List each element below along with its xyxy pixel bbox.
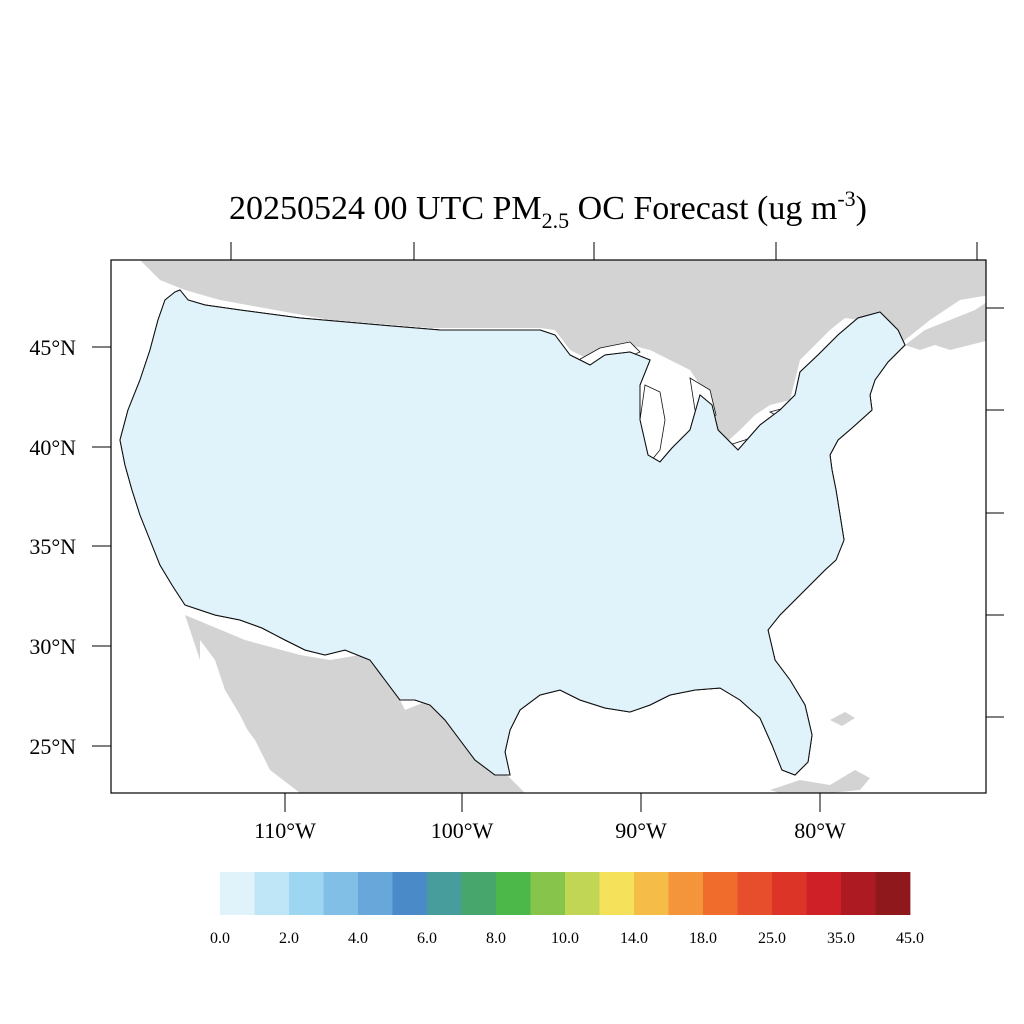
colorbar-swatch <box>427 872 462 915</box>
colorbar-swatch <box>358 872 393 915</box>
colorbar-swatch <box>392 872 428 915</box>
colorbar-label: 8.0 <box>486 930 506 947</box>
colorbar-swatch <box>737 872 773 915</box>
lon-label-80w: 80°W <box>794 818 846 843</box>
colorbar-swatch <box>254 872 290 915</box>
mexico-land <box>185 615 525 793</box>
colorbar-label: 4.0 <box>348 930 368 947</box>
lat-label-25: 25°N <box>29 734 76 759</box>
colorbar <box>220 872 911 915</box>
map-panel <box>111 260 986 793</box>
lat-axis: 45°N 40°N 35°N 30°N 25°N <box>29 335 111 759</box>
gulf-of-california <box>200 640 262 793</box>
colorbar-swatch <box>772 872 807 915</box>
maritimes-land <box>905 302 986 350</box>
colorbar-swatch <box>496 872 531 915</box>
canada-land <box>140 260 986 448</box>
cuba-land <box>770 770 870 793</box>
colorbar-swatch <box>323 872 359 915</box>
map-frame <box>110 259 987 794</box>
newfoundland-land <box>930 270 986 300</box>
colorbar-label: 10.0 <box>551 930 579 947</box>
colorbar-swatch <box>530 872 566 915</box>
lon-axis: 110°W 100°W 90°W 80°W <box>254 793 846 843</box>
colorbar-swatch <box>220 872 255 915</box>
colorbar-swatch <box>565 872 600 915</box>
colorbar-label: 18.0 <box>689 930 717 947</box>
colorbar-swatch <box>841 872 876 915</box>
colorbar-label: 0.0 <box>210 930 230 947</box>
colorbar-labels: 0.0 2.0 4.0 6.0 8.0 10.0 14.0 18.0 25.0 35.0 45.0 <box>210 930 924 947</box>
lon-label-90w: 90°W <box>615 818 667 843</box>
colorbar-label: 2.0 <box>279 930 299 947</box>
top-ticks <box>230 242 978 260</box>
colorbar-label: 6.0 <box>417 930 437 947</box>
colorbar-swatch <box>461 872 497 915</box>
lat-label-35: 35°N <box>29 534 76 559</box>
colorbar-swatch <box>634 872 669 915</box>
colorbar-swatch <box>289 872 324 915</box>
lon-label-100w: 100°W <box>431 818 494 843</box>
lat-label-30: 30°N <box>29 634 76 659</box>
map-title: 20250524 00 UTC PM2.5 OC Forecast (ug m-… <box>229 186 867 233</box>
colorbar-swatch <box>668 872 704 915</box>
lat-label-45: 45°N <box>29 335 76 360</box>
colorbar-label: 25.0 <box>758 930 786 947</box>
lon-label-110w: 110°W <box>254 818 316 843</box>
colorbar-swatch <box>806 872 842 915</box>
colorbar-swatch <box>703 872 738 915</box>
bahamas-land <box>830 712 855 726</box>
right-ticks <box>986 307 1004 718</box>
colorbar-label: 45.0 <box>896 930 924 947</box>
colorbar-label: 14.0 <box>620 930 648 947</box>
colorbar-label: 35.0 <box>827 930 855 947</box>
colorbar-swatch <box>599 872 635 915</box>
colorbar-swatch <box>875 872 911 915</box>
lat-label-40: 40°N <box>29 435 76 460</box>
